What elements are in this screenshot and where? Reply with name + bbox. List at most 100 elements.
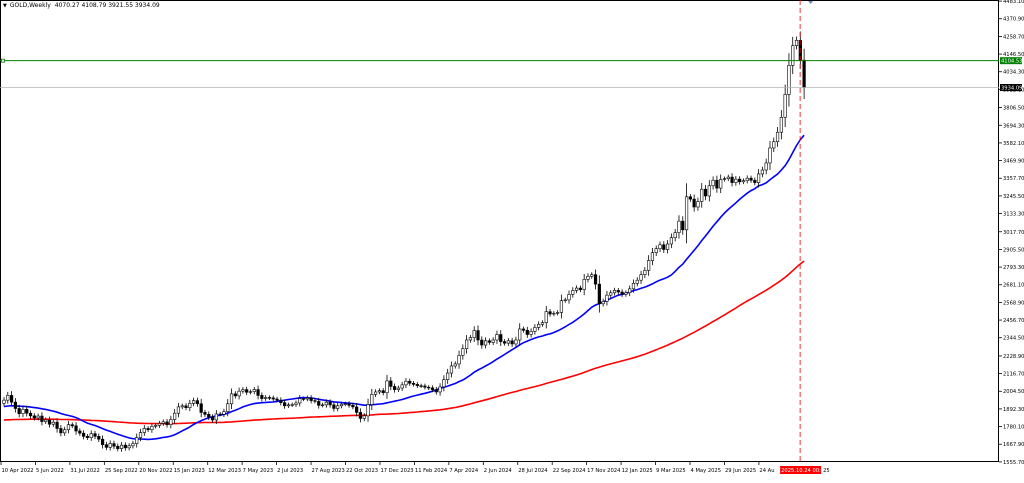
candle — [135, 433, 139, 448]
candle — [233, 391, 237, 399]
candle-body — [684, 196, 689, 231]
candle-body — [533, 327, 537, 332]
candle — [214, 410, 218, 424]
candle — [78, 428, 82, 436]
candle-body — [502, 341, 507, 344]
candle-body — [188, 402, 192, 408]
candle-body — [571, 290, 575, 295]
candle-body — [590, 274, 594, 277]
candle — [499, 330, 503, 346]
candle-body — [279, 399, 283, 403]
candle — [578, 285, 582, 293]
candle-body — [499, 334, 503, 342]
candle — [207, 411, 211, 421]
x-tick-label: 9 Mar 2025 — [656, 468, 686, 474]
candle-body — [169, 419, 173, 425]
price-box — [1000, 57, 1022, 65]
candle — [195, 397, 199, 407]
candle — [47, 416, 52, 428]
candle-body — [487, 340, 491, 343]
candle — [184, 403, 188, 411]
candle — [66, 421, 71, 434]
line-handle-left — [1, 58, 5, 63]
candle-body — [775, 131, 780, 142]
candle — [351, 402, 355, 410]
candle-body — [556, 312, 560, 314]
candle — [55, 418, 59, 433]
candle — [506, 338, 510, 346]
candle — [320, 402, 325, 408]
candle-body — [757, 173, 761, 183]
candle — [722, 176, 727, 182]
y-tick-label: 4370.90 — [1003, 17, 1024, 23]
candle — [491, 337, 495, 346]
candle-body — [222, 411, 226, 415]
moving-average-slow — [3, 260, 805, 425]
candle — [556, 310, 560, 316]
candle-body — [28, 412, 33, 417]
candle-body — [783, 94, 787, 118]
x-tick-label: 25 Sep 2022 — [105, 468, 138, 474]
candle — [127, 443, 131, 451]
candle — [567, 290, 571, 304]
price-box-text: 4104.53 — [1001, 59, 1022, 65]
candle-body — [468, 337, 473, 341]
candle-body — [328, 401, 332, 406]
candle-body — [51, 421, 55, 425]
candle — [787, 53, 791, 107]
x-tick-label: 28 Jul 2024 — [518, 468, 548, 474]
candle-body — [381, 390, 385, 394]
x-tick-label: 17 Nov 2024 — [587, 468, 621, 474]
candle-body — [430, 387, 435, 390]
candle-body — [658, 244, 662, 250]
candle-body — [286, 404, 291, 407]
candle — [241, 387, 245, 394]
candle — [108, 440, 112, 451]
candle — [658, 241, 662, 252]
candle-body — [601, 301, 605, 305]
candle-body — [173, 412, 177, 420]
candle-body — [787, 65, 791, 95]
candle-body — [772, 141, 776, 149]
candle-body — [453, 363, 457, 367]
candle-body — [70, 424, 74, 427]
candle-body — [332, 404, 336, 409]
y-tick-label: 4483.10 — [1003, 0, 1024, 5]
candle-body — [66, 424, 71, 431]
candle — [438, 383, 442, 396]
candle — [753, 177, 757, 186]
candle — [518, 323, 522, 346]
candle-body — [370, 394, 374, 405]
candle — [703, 184, 708, 201]
candle-body — [116, 445, 120, 449]
candle — [267, 395, 272, 400]
candle — [328, 399, 332, 408]
y-tick-label: 4258.70 — [1003, 34, 1024, 40]
candle-body — [85, 436, 90, 438]
candle-body — [63, 429, 67, 434]
y-tick-label: 3582.10 — [1003, 141, 1024, 147]
candle-body — [802, 59, 806, 88]
y-tick-label: 2456.70 — [1003, 318, 1024, 324]
candle — [74, 422, 78, 435]
candle-body — [711, 179, 715, 187]
candle — [157, 420, 162, 428]
plot-frame — [0, 0, 999, 462]
candle-body — [434, 389, 438, 393]
candle — [51, 419, 55, 427]
horizontal-line-price-label: 4104.53 — [1000, 57, 1022, 65]
candle — [571, 287, 575, 298]
candle-body — [449, 365, 454, 374]
candle — [734, 176, 738, 186]
candle-body — [248, 391, 253, 393]
candle — [17, 404, 21, 418]
candle — [783, 84, 787, 128]
candle — [446, 368, 450, 384]
candle-body — [734, 178, 738, 183]
triangle-down-icon[interactable]: ▼ — [3, 3, 7, 9]
candle-body — [647, 260, 651, 271]
time-box — [780, 466, 822, 474]
